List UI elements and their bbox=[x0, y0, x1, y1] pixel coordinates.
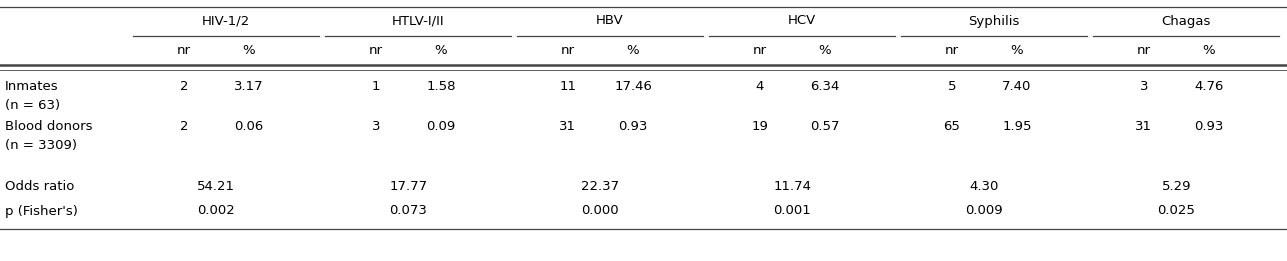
Text: %: % bbox=[1010, 44, 1023, 57]
Text: 1: 1 bbox=[372, 80, 380, 93]
Text: Inmates: Inmates bbox=[5, 80, 59, 93]
Text: 3: 3 bbox=[372, 120, 380, 133]
Text: 7.40: 7.40 bbox=[1003, 80, 1032, 93]
Text: 3: 3 bbox=[1139, 80, 1148, 93]
Text: 22.37: 22.37 bbox=[582, 181, 619, 193]
Text: 11.74: 11.74 bbox=[773, 181, 811, 193]
Text: nr: nr bbox=[561, 44, 575, 57]
Text: 19: 19 bbox=[752, 120, 768, 133]
Text: nr: nr bbox=[945, 44, 959, 57]
Text: 4.76: 4.76 bbox=[1194, 80, 1224, 93]
Text: 17.46: 17.46 bbox=[614, 80, 653, 93]
Text: 5.29: 5.29 bbox=[1162, 181, 1192, 193]
Text: 2: 2 bbox=[179, 80, 188, 93]
Text: 0.09: 0.09 bbox=[426, 120, 456, 133]
Text: Odds ratio: Odds ratio bbox=[5, 181, 75, 193]
Text: 0.000: 0.000 bbox=[582, 205, 619, 217]
Text: (n = 63): (n = 63) bbox=[5, 99, 60, 112]
Text: 3.17: 3.17 bbox=[234, 80, 264, 93]
Text: %: % bbox=[627, 44, 640, 57]
Text: 6.34: 6.34 bbox=[811, 80, 839, 93]
Text: 0.93: 0.93 bbox=[618, 120, 647, 133]
Text: 0.06: 0.06 bbox=[234, 120, 264, 133]
Text: 11: 11 bbox=[560, 80, 577, 93]
Text: 0.93: 0.93 bbox=[1194, 120, 1224, 133]
Text: 5: 5 bbox=[947, 80, 956, 93]
Text: 65: 65 bbox=[943, 120, 960, 133]
Text: Blood donors: Blood donors bbox=[5, 120, 93, 133]
Text: 0.57: 0.57 bbox=[811, 120, 840, 133]
Text: %: % bbox=[1203, 44, 1215, 57]
Text: HIV-1/2: HIV-1/2 bbox=[202, 15, 250, 27]
Text: Syphilis: Syphilis bbox=[968, 15, 1019, 27]
Text: 31: 31 bbox=[1135, 120, 1152, 133]
Text: 0.001: 0.001 bbox=[773, 205, 811, 217]
Text: 0.002: 0.002 bbox=[197, 205, 236, 217]
Text: 0.025: 0.025 bbox=[1157, 205, 1196, 217]
Text: 0.073: 0.073 bbox=[390, 205, 427, 217]
Text: 0.009: 0.009 bbox=[965, 205, 1003, 217]
Text: 17.77: 17.77 bbox=[390, 181, 427, 193]
Text: nr: nr bbox=[753, 44, 767, 57]
Text: 54.21: 54.21 bbox=[197, 181, 236, 193]
Text: HCV: HCV bbox=[788, 15, 816, 27]
Text: 4.30: 4.30 bbox=[969, 181, 999, 193]
Text: p (Fisher's): p (Fisher's) bbox=[5, 205, 79, 217]
Text: %: % bbox=[819, 44, 831, 57]
Text: %: % bbox=[243, 44, 255, 57]
Text: 4: 4 bbox=[755, 80, 764, 93]
Text: Chagas: Chagas bbox=[1161, 15, 1211, 27]
Text: nr: nr bbox=[176, 44, 190, 57]
Text: (n = 3309): (n = 3309) bbox=[5, 139, 77, 152]
Text: HTLV-I/II: HTLV-I/II bbox=[391, 15, 444, 27]
Text: 1.58: 1.58 bbox=[426, 80, 456, 93]
Text: 1.95: 1.95 bbox=[1003, 120, 1032, 133]
Text: HBV: HBV bbox=[596, 15, 624, 27]
Text: nr: nr bbox=[369, 44, 382, 57]
Text: %: % bbox=[435, 44, 448, 57]
Text: 31: 31 bbox=[560, 120, 577, 133]
Text: 2: 2 bbox=[179, 120, 188, 133]
Text: nr: nr bbox=[1136, 44, 1151, 57]
